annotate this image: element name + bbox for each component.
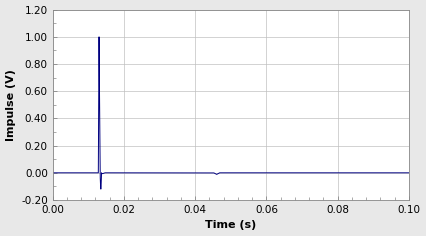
X-axis label: Time (s): Time (s) [205, 220, 256, 230]
Y-axis label: Impulse (V): Impulse (V) [6, 69, 16, 141]
